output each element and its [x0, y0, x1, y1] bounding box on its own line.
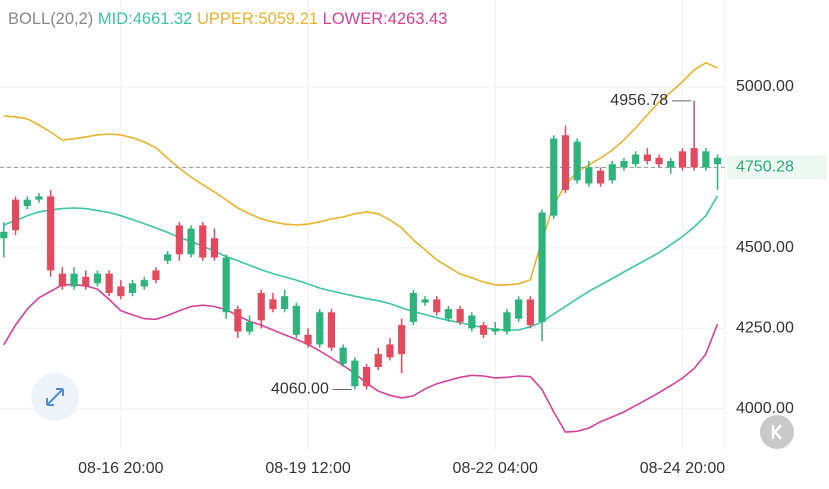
candle-body — [234, 309, 242, 332]
y-tick-label: 5000.00 — [736, 78, 794, 95]
candle-body — [327, 312, 336, 348]
y-tick-label: 4500.00 — [736, 239, 794, 256]
candle-body — [585, 167, 593, 184]
candle-body — [58, 273, 66, 287]
candle-body — [690, 148, 698, 168]
candle-body — [491, 328, 499, 332]
candle-body — [538, 212, 546, 322]
candle-body — [398, 325, 406, 355]
candle-body — [596, 170, 605, 184]
candle-body — [713, 157, 722, 165]
band-line — [3, 283, 719, 433]
annotation-label: 4956.78 — [610, 92, 668, 109]
candle-body — [175, 225, 183, 255]
candle-body — [702, 151, 710, 168]
candle-body — [386, 344, 394, 358]
x-tick-label: 08-19 12:00 — [265, 460, 351, 477]
back-button[interactable] — [760, 415, 794, 449]
candle-body — [374, 354, 382, 367]
candle-body — [316, 312, 324, 345]
candle-body — [608, 164, 616, 181]
candle-body — [421, 299, 429, 303]
candle-body — [0, 231, 8, 239]
x-tick-label: 08-24 20:00 — [640, 460, 726, 477]
expand-icon — [46, 388, 64, 406]
candle-body — [667, 161, 675, 168]
y-tick-label: 4000.00 — [736, 400, 794, 417]
x-tick-label: 08-22 04:00 — [453, 460, 539, 477]
candle-body — [620, 161, 628, 168]
candle-body — [210, 238, 219, 258]
band-line — [3, 195, 719, 331]
candle-body — [35, 196, 43, 200]
last-price-label: 4750.28 — [736, 159, 794, 176]
back-icon — [771, 424, 782, 440]
indicator-title: BOLL(20,2) — [8, 10, 93, 28]
band-line — [3, 61, 718, 286]
candle-body — [550, 138, 558, 216]
candle-body — [292, 305, 300, 335]
candle-body — [561, 135, 570, 190]
candle-body — [526, 299, 534, 326]
candle-body — [643, 154, 651, 162]
candle-body — [23, 199, 31, 207]
candle-body — [678, 151, 687, 168]
candle-body — [187, 228, 195, 255]
candle-body — [152, 270, 160, 281]
candle-body — [456, 309, 464, 322]
candle-body — [339, 347, 347, 364]
candle-body — [82, 276, 90, 287]
candle-body — [11, 199, 20, 231]
candle-body — [515, 299, 523, 319]
candle-body — [479, 325, 488, 335]
candle-body — [222, 257, 230, 313]
last-price-badge — [727, 155, 827, 180]
legend-entry: LOWER:4263.43 — [323, 10, 448, 28]
candle-body — [199, 225, 207, 258]
candle-body — [70, 273, 78, 287]
candle-body — [433, 299, 441, 313]
candle-body — [655, 157, 663, 165]
candle-body — [105, 273, 113, 293]
candle-body — [257, 292, 265, 321]
x-tick-label: 08-16 20:00 — [78, 460, 164, 477]
candle-body — [47, 196, 55, 271]
candle-body — [269, 299, 277, 310]
candle-body — [140, 280, 148, 287]
candle-body — [93, 273, 102, 284]
candle-body — [362, 366, 371, 387]
candle-body — [351, 360, 359, 387]
candle-body — [503, 312, 511, 332]
candle-body — [409, 292, 417, 322]
legend: BOLL(20,2) MID:4661.32 UPPER:5059.21 LOW… — [8, 10, 447, 28]
candle-body — [632, 154, 640, 165]
candle-body — [281, 296, 289, 310]
candle-body — [444, 309, 453, 319]
y-tick-label: 4250.00 — [736, 320, 794, 337]
candle-body — [573, 141, 581, 181]
candle-body — [128, 283, 137, 293]
legend-entry: MID:4661.32 — [98, 10, 192, 28]
candle-body — [164, 254, 172, 261]
candle-body — [117, 286, 125, 297]
candle-body — [468, 315, 476, 329]
candle-body — [304, 334, 312, 345]
candle-body — [245, 321, 254, 332]
legend-entry: UPPER:5059.21 — [197, 10, 318, 28]
annotation-label: 4060.00 — [271, 381, 329, 398]
